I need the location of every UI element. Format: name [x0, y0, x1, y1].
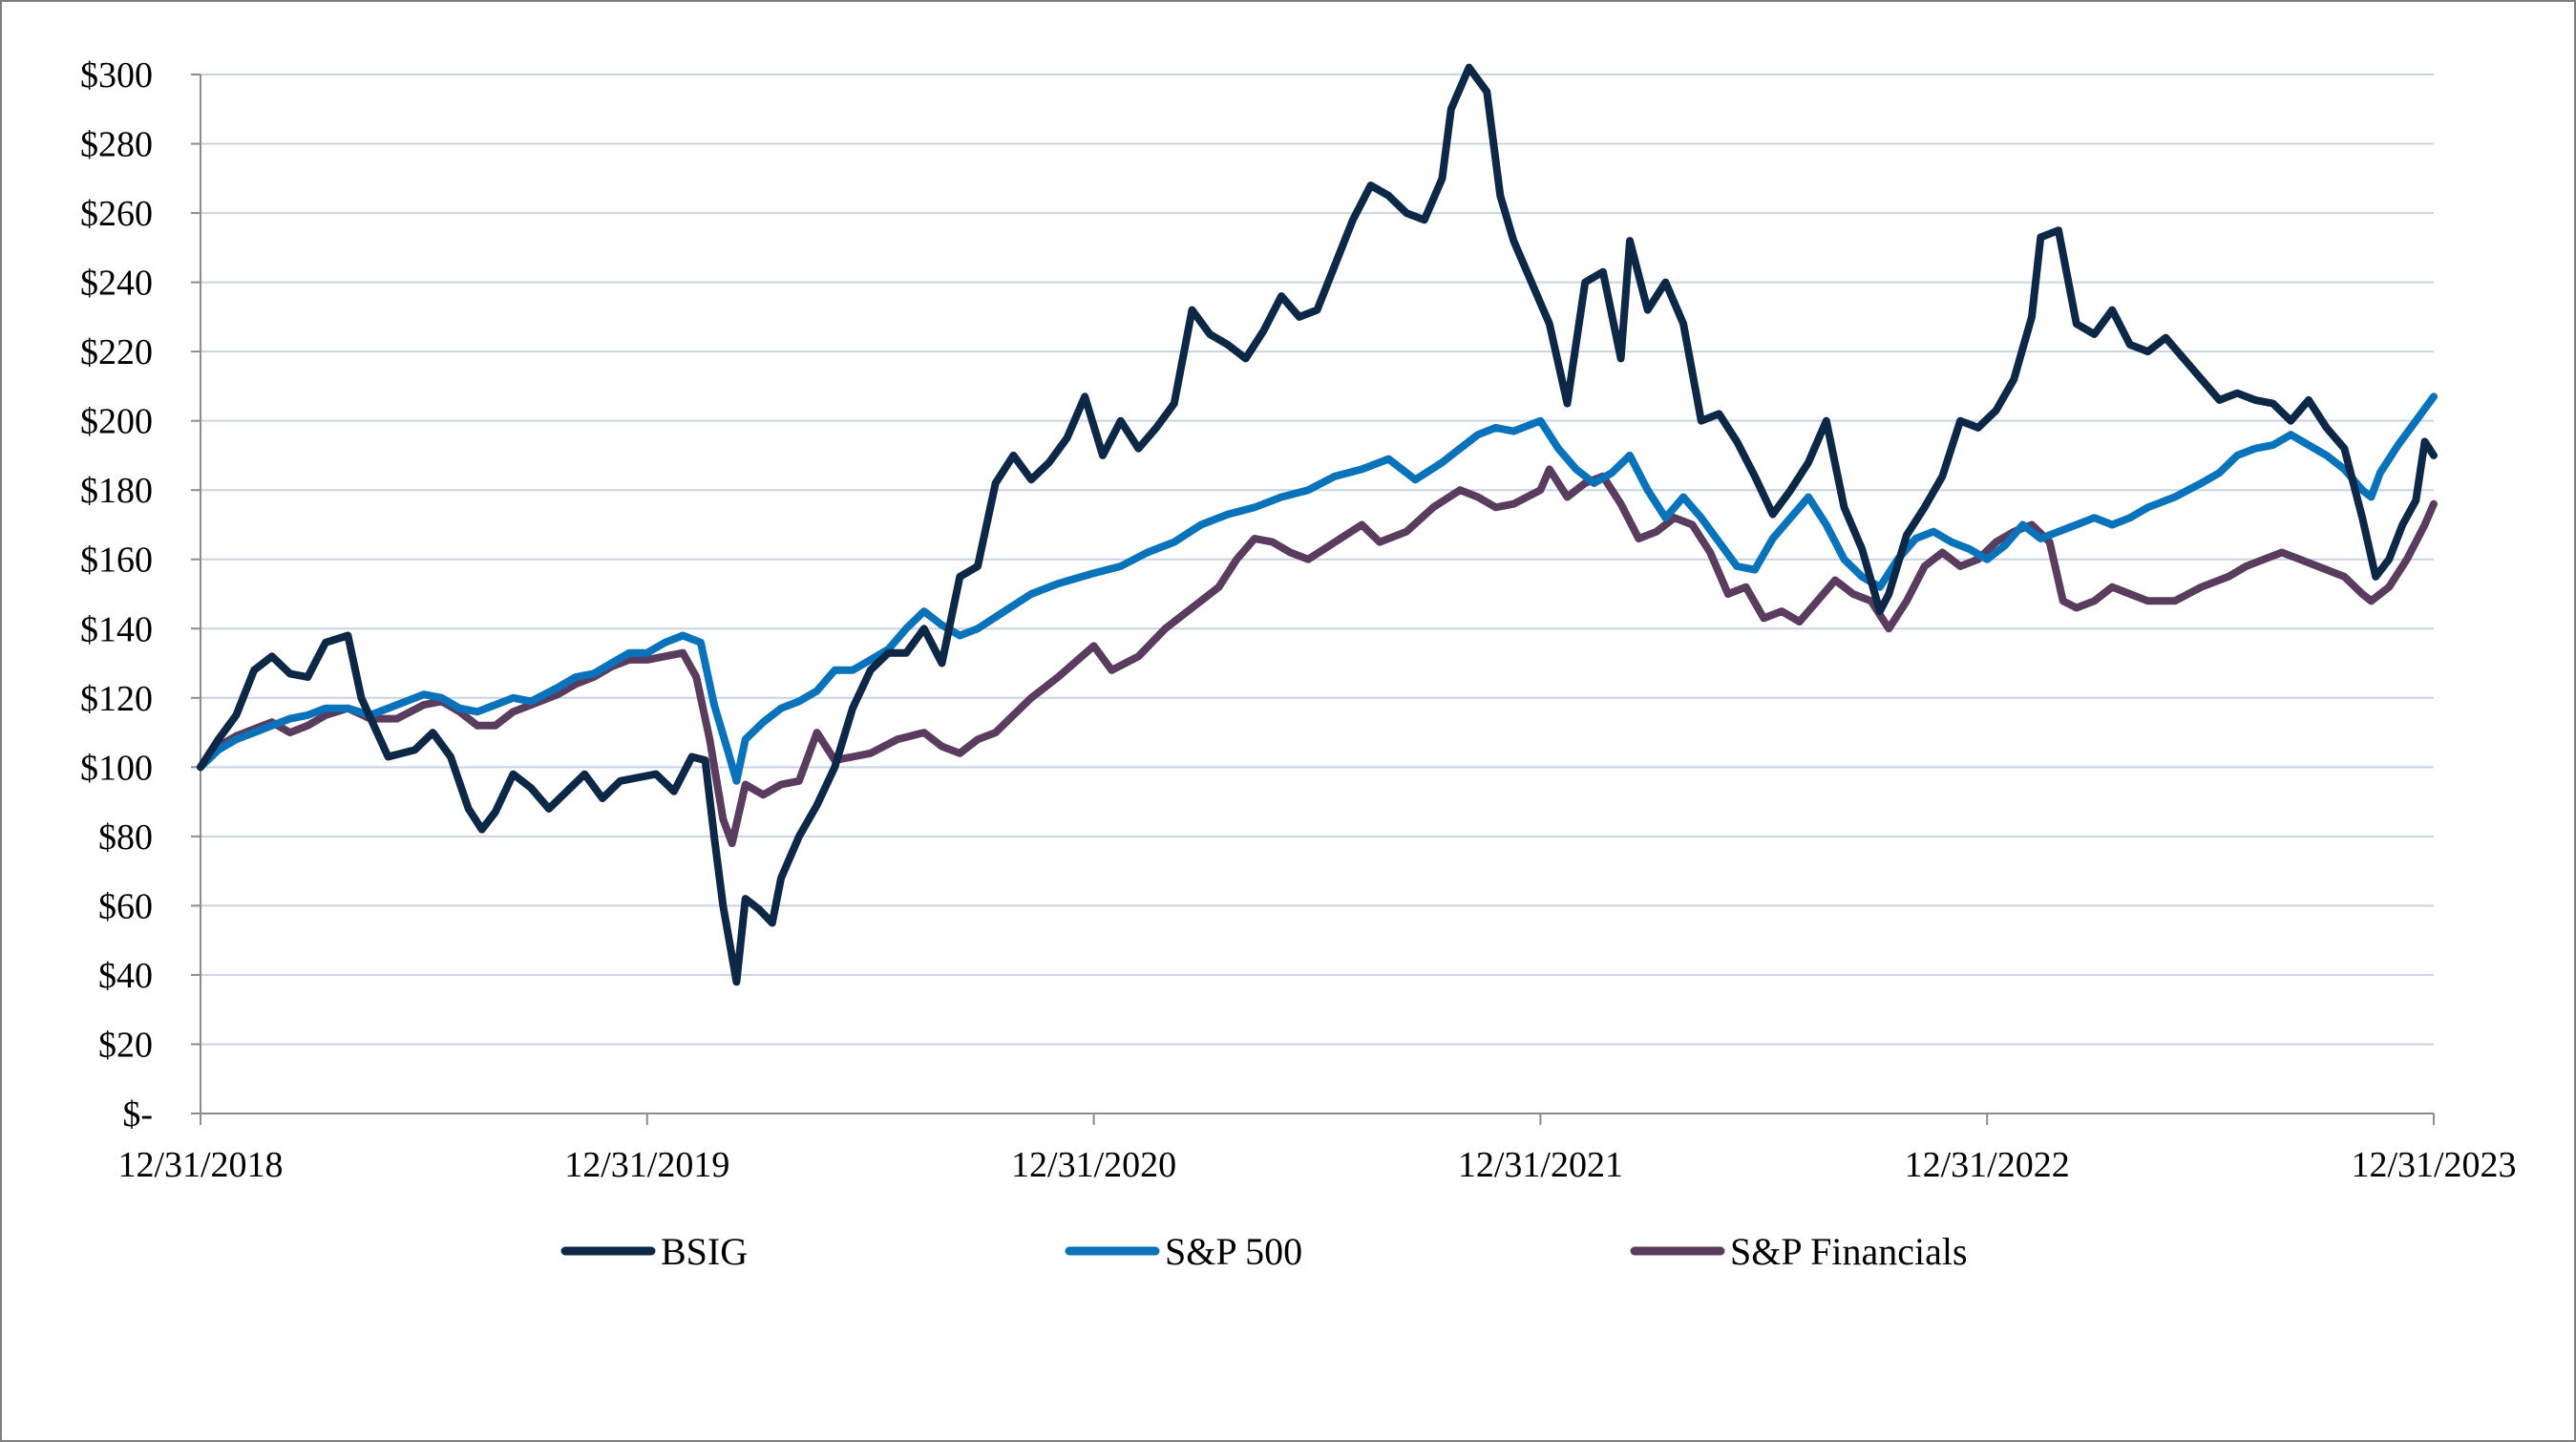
series-line-s-p-financials [197, 465, 2438, 848]
series-line-bsig [197, 63, 2438, 986]
y-tick-label: $100 [80, 748, 153, 788]
y-tick-label: $80 [98, 817, 153, 858]
y-tick-label: $140 [80, 609, 153, 649]
legend: BSIG S&P 500 S&P Financials [560, 1230, 1968, 1273]
legend-label-bsig: BSIG [661, 1230, 748, 1273]
x-tick-label: 12/31/2023 [2351, 1145, 2516, 1185]
legend-label-s-p-financials: S&P Financials [1730, 1230, 1968, 1273]
series-line-s-p-500 [197, 392, 2438, 785]
y-tick-label: $180 [80, 471, 153, 511]
x-tick-label: 12/31/2021 [1458, 1145, 1623, 1185]
y-tick-label: $160 [80, 541, 153, 581]
x-tick-label: 12/31/2019 [564, 1145, 729, 1185]
y-tick-label: $260 [80, 194, 153, 234]
y-tick-label: $120 [80, 679, 153, 719]
x-axis-ticks: 12/31/2018 12/31/2019 12/31/2020 12/31/2021… [117, 1113, 2517, 1185]
y-tick-label: $20 [98, 1025, 153, 1065]
legend-label-s-p-500: S&P 500 [1165, 1230, 1302, 1273]
x-tick-label: 12/31/2020 [1011, 1145, 1176, 1185]
x-tick-label: 12/31/2018 [117, 1145, 283, 1185]
x-tick-label: 12/31/2022 [1905, 1145, 2070, 1185]
y-tick-label: $300 [80, 55, 153, 95]
y-axis-ticks: $- $20 $40 $60 $80 $100 $120 $140 $160 $180 $200 $2… [80, 55, 201, 1135]
y-tick-label: $220 [80, 332, 153, 372]
y-tick-label: $60 [98, 886, 153, 926]
y-tick-label: $200 [80, 402, 153, 442]
y-tick-label: $- [122, 1094, 153, 1135]
axes [200, 74, 2434, 1114]
y-tick-label: $240 [80, 264, 153, 304]
series-lines [197, 63, 2438, 986]
y-tick-label: $40 [98, 956, 153, 996]
y-tick-label: $280 [80, 125, 153, 165]
gridlines [201, 74, 2434, 1046]
